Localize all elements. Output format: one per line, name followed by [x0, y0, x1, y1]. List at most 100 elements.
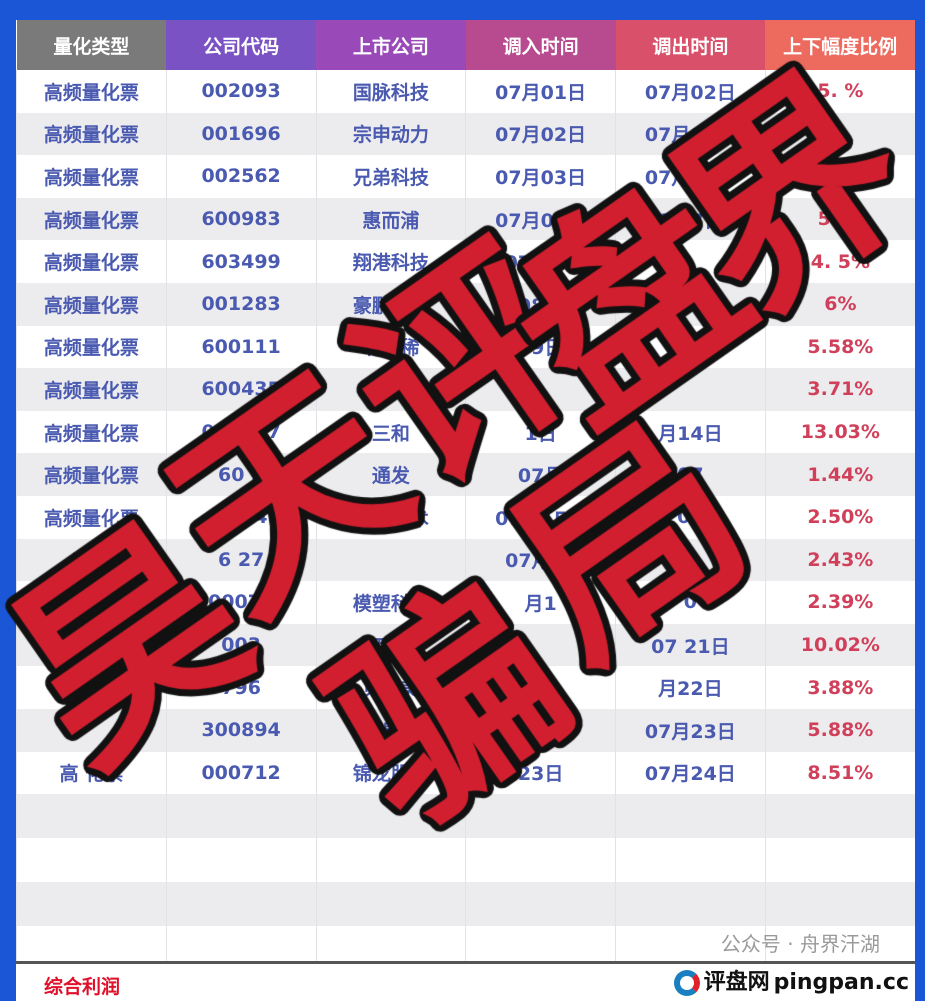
column-header: 上下幅度比例 [765, 20, 915, 70]
table-cell: 高频量化票 [16, 155, 167, 198]
column-header: 公司代码 [166, 20, 316, 70]
table-cell: 5.58% [764, 325, 915, 369]
logo-icon [673, 970, 700, 996]
table-cell: 高频量化票 [16, 453, 167, 496]
column-header: 量化类型 [16, 20, 167, 70]
table-cell: 高频 [16, 538, 167, 582]
table-cell: 600111 [165, 325, 316, 369]
table-row: 高频量化票 001283 豪鹏科技 08日 6% [16, 282, 915, 326]
table-cell [764, 882, 915, 927]
table-cell [465, 666, 616, 709]
table-cell: 月1 [465, 581, 616, 624]
table-cell: 6% [764, 282, 915, 326]
table-cell: 00070 [165, 581, 316, 624]
table-cell: 火星人 [315, 708, 466, 752]
table-cell [16, 794, 167, 839]
table-cell [16, 666, 167, 709]
table-cell: 惠而浦 [315, 197, 466, 241]
site-logo: 评盘网 pingpan.cc [673, 970, 909, 996]
table-cell [315, 838, 466, 883]
table-row: 高频量化票 002562 兄弟科技 07月03日 07月04日 [16, 155, 915, 198]
table-cell: 豪鹏科技 [315, 282, 466, 326]
table-cell: 600983 [165, 197, 316, 241]
table-row: 高频量化票 600111 北方稀 09日 07 5.58% [16, 325, 915, 369]
table-cell: 300894 [165, 708, 316, 752]
table-cell: 07月24日 [615, 751, 766, 795]
table-cell: 北 [315, 368, 466, 411]
table-cell [764, 112, 915, 156]
table-cell: 07月15日 [465, 495, 616, 539]
table-cell: 07月 [465, 453, 616, 496]
table-cell [465, 708, 616, 752]
table-cell: 通发 [315, 453, 466, 496]
table-cell: 07月04日 [615, 155, 766, 198]
table-cell: 月22日 [615, 666, 766, 709]
table-cell: 3.88% [764, 666, 915, 709]
logo-text: 评盘网 [703, 970, 770, 995]
table-row: 高频量化票 603499 翔港科技 07月07 4. 5% [16, 240, 915, 283]
table-cell: 07月02日 [465, 112, 616, 156]
table-cell: 0 07日 [615, 197, 766, 241]
table-cell [615, 882, 766, 927]
total-profit-label: 综合利润 [44, 976, 121, 998]
table-cell [16, 581, 167, 624]
table-cell: 3.71% [764, 368, 915, 411]
table-cell [615, 282, 766, 326]
table-cell: 003 [165, 623, 316, 667]
table-cell: 模塑科技 [315, 581, 466, 624]
table-cell: 贝斯美 [315, 666, 466, 709]
table-cell: 2.43% [764, 538, 915, 582]
table-cell: 07 [615, 495, 766, 539]
table-cell [165, 838, 316, 883]
table-cell: 07 21日 [615, 623, 766, 667]
table-cell: 002562 [165, 155, 316, 198]
table-cell: 北方稀 [315, 325, 466, 369]
table-cell: 4. 5% [764, 240, 915, 283]
table-cell [165, 882, 316, 927]
table-cell: 23日 [465, 751, 616, 795]
table-cell [465, 838, 616, 883]
table-cell: 6 27 [165, 538, 316, 582]
table-cell: 高频量化票 [16, 368, 167, 411]
table-cell: 001283 [165, 282, 316, 326]
table-row: 00070 模塑科技 月1 0 2.39% [16, 581, 915, 624]
table-row: 高频量化票 600435 北 3.71% [16, 368, 915, 411]
wechat-watermark: 公众号 · 舟界汗湖 [720, 932, 880, 956]
table-row: 高频 6 27 07月 日 2.43% [16, 538, 915, 582]
table-cell: 07月03日 [465, 155, 616, 198]
table-cell [764, 838, 915, 883]
table-cell: 高 化票 [16, 751, 167, 795]
table-cell: 10.02% [764, 623, 915, 667]
table-cell [465, 882, 616, 927]
table-cell: 高频量化票 [16, 495, 167, 539]
stock-table: 量化类型 公司代码 上市公司 调入时间 调出时间 上下幅度比例 高频量化票 002093 国脉… [16, 20, 915, 971]
table-cell: 2.50% [764, 495, 915, 539]
table-row: 高 化票 000712 锦龙股份 23日 07月24日 8.51% [16, 751, 915, 795]
table-row: 003 西藏 07 21日 10.02% [16, 623, 915, 667]
table-cell [315, 538, 466, 582]
table-cell: 锦龙股份 [315, 751, 466, 795]
table-cell [615, 794, 766, 839]
table-cell: 高频量化票 [16, 325, 167, 369]
table-cell: 3004 [165, 495, 316, 539]
table-cell [615, 838, 766, 883]
table-cell: 1.44% [764, 453, 915, 496]
table-cell: 高频量化票 [16, 112, 167, 156]
table-cell: 07月02日 [615, 70, 766, 113]
table-cell [465, 794, 616, 839]
table-cell: 三和 [315, 410, 466, 454]
table-cell: 003037 [165, 410, 316, 454]
empty-row [16, 794, 915, 839]
table-row: 高频量化票 001696 宗申动力 07月02日 07月03日 [16, 112, 915, 156]
table-cell [615, 538, 766, 582]
table-cell: 2.39% [764, 581, 915, 624]
table-cell: 07 [615, 453, 766, 496]
table-row: 796 贝斯美 月22日 3.88% [16, 666, 915, 709]
table-cell: 600435 [165, 368, 316, 411]
table-cell: 8.51% [764, 751, 915, 795]
table-cell: 07 [615, 325, 766, 369]
table-cell: 翔港科技 [315, 240, 466, 283]
table-row: 高频量化票 003037 三和 1日 月14日 13.03% [16, 410, 915, 454]
table-cell [16, 708, 167, 752]
table-cell: 07月01日 [465, 70, 616, 113]
